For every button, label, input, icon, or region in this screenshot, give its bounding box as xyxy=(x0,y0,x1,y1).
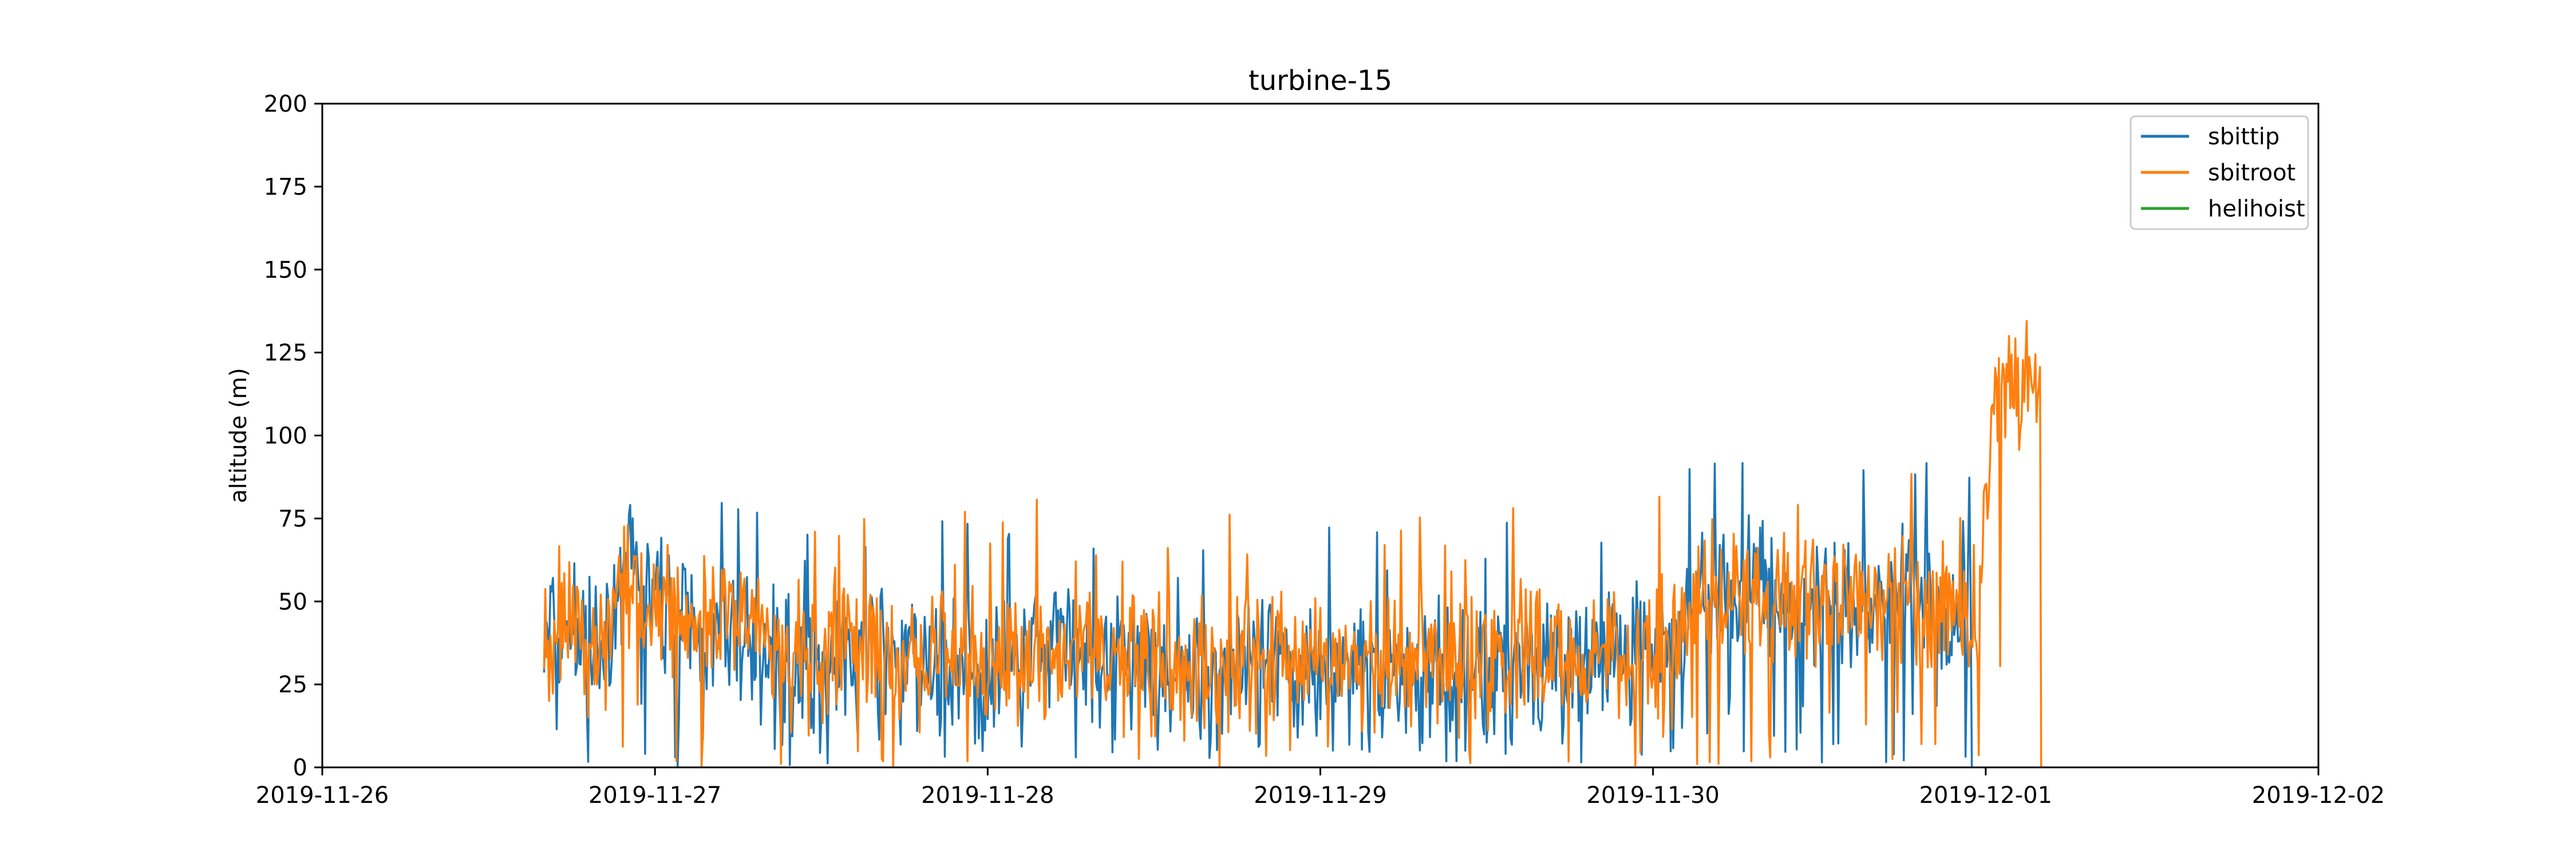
y-axis: 0 25 50 75 100 125 150 175 200 xyxy=(264,91,322,781)
x-axis: 2019-11-26 2019-11-27 2019-11-28 2019-11-29… xyxy=(256,767,2385,809)
y-tick-label: 150 xyxy=(264,257,307,283)
legend: sbittip sbitroot helihoist xyxy=(2129,115,2309,230)
y-tick-label: 0 xyxy=(293,755,307,781)
x-tick-label: 2019-11-29 xyxy=(1254,782,1386,809)
legend-label-sbitroot: sbitroot xyxy=(2208,160,2296,186)
y-tick-label: 25 xyxy=(278,672,307,698)
legend-box xyxy=(2129,115,2309,230)
y-tick-label: 50 xyxy=(278,589,307,615)
y-tick-label: 75 xyxy=(278,506,307,532)
y-axis-label: altitude (m) xyxy=(226,368,252,503)
y-tick-label: 100 xyxy=(264,423,307,450)
x-tick-label: 2019-12-01 xyxy=(1919,782,2052,809)
y-tick-label: 175 xyxy=(264,174,307,200)
x-tick-label: 2019-11-28 xyxy=(921,782,1054,809)
x-tick-label: 2019-11-27 xyxy=(588,782,721,809)
legend-label-helihoist: helihoist xyxy=(2208,196,2305,222)
legend-label-sbittip: sbittip xyxy=(2208,124,2279,150)
chart-title: turbine-15 xyxy=(1249,65,1392,97)
y-tick-label: 200 xyxy=(264,91,307,117)
x-tick-label: 2019-12-02 xyxy=(2252,782,2385,809)
x-tick-label: 2019-11-30 xyxy=(1586,782,1719,809)
x-tick-label: 2019-11-26 xyxy=(256,782,389,809)
y-tick-label: 125 xyxy=(264,340,307,367)
series-layer xyxy=(543,320,2042,769)
series-line-sbitroot xyxy=(543,320,2042,769)
